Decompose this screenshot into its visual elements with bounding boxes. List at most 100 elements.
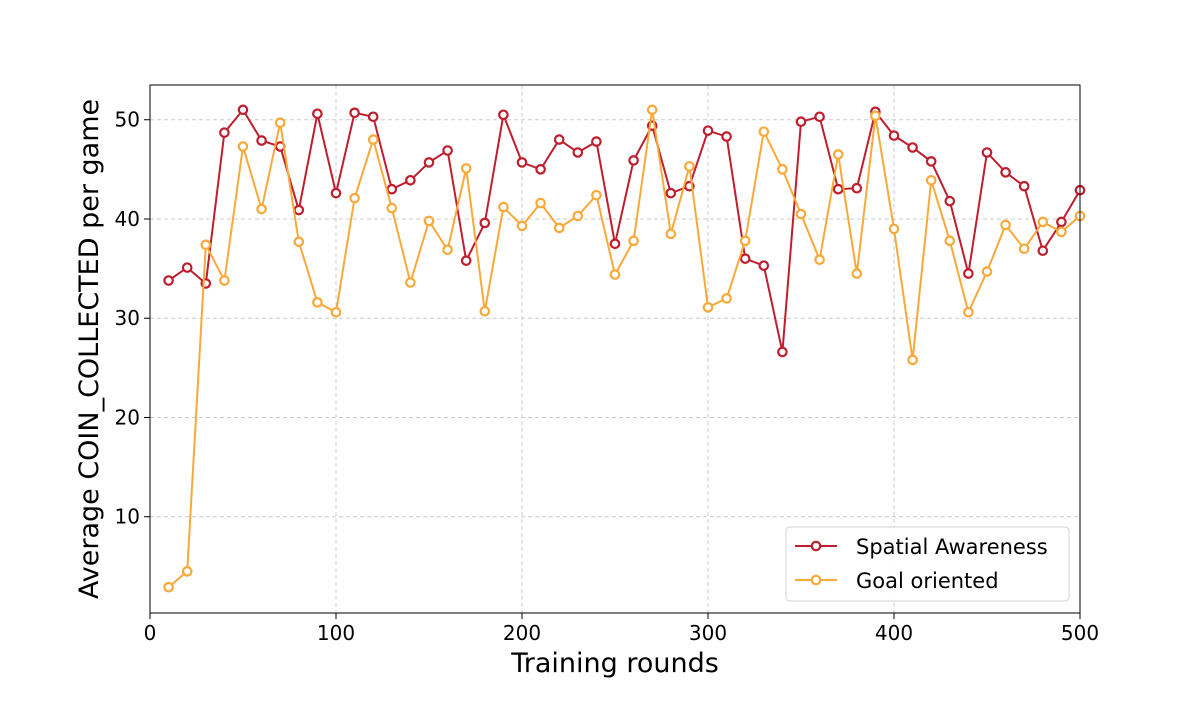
data-point — [479, 305, 491, 317]
data-point — [646, 104, 658, 116]
data-point — [219, 275, 230, 286]
data-point — [981, 266, 993, 277]
data-point — [963, 268, 974, 279]
data-point — [535, 164, 546, 175]
plot-frame — [149, 84, 1081, 614]
data-point — [330, 306, 342, 318]
x-tick-label: 300 — [689, 621, 727, 645]
data-point — [628, 155, 639, 166]
data-point — [553, 134, 565, 145]
data-point — [944, 235, 956, 247]
data-point — [777, 346, 788, 358]
data-point — [460, 163, 472, 174]
data-point — [479, 217, 491, 229]
data-point — [907, 142, 918, 153]
data-point — [739, 235, 751, 247]
data-point — [832, 149, 844, 160]
data-point — [386, 202, 398, 214]
data-point — [516, 157, 528, 168]
data-point — [1018, 180, 1030, 192]
data-point — [795, 116, 807, 128]
data-point — [572, 210, 584, 222]
data-point — [1000, 219, 1011, 231]
legend-marker — [810, 574, 822, 586]
data-point — [721, 293, 732, 304]
data-point — [367, 111, 379, 123]
data-point — [870, 110, 881, 122]
data-point — [907, 354, 918, 366]
data-point — [256, 203, 267, 215]
x-tick-label: 500 — [1061, 621, 1099, 645]
data-point — [572, 147, 584, 158]
data-point — [405, 277, 416, 288]
x-tick-label: 0 — [144, 621, 157, 645]
data-point — [1000, 167, 1011, 178]
data-point — [163, 275, 174, 286]
data-point — [795, 208, 807, 220]
data-point — [832, 183, 844, 195]
legend-item: Spatial Awareness — [795, 535, 1048, 559]
data-point — [665, 228, 677, 240]
data-point — [814, 254, 825, 265]
data-point — [219, 127, 230, 138]
data-point — [423, 215, 435, 227]
data-point — [442, 244, 453, 256]
data-point — [237, 104, 249, 116]
data-point — [1056, 216, 1067, 228]
x-tick-label: 100 — [317, 621, 355, 645]
grid-lines — [149, 85, 1081, 613]
data-point — [739, 253, 751, 264]
data-point — [684, 161, 695, 172]
y-tick-label: 30 — [115, 306, 140, 330]
data-point — [888, 223, 900, 235]
data-point — [553, 222, 565, 234]
data-point — [851, 182, 863, 194]
data-point — [460, 255, 472, 266]
data-point — [386, 183, 398, 195]
data-point — [721, 131, 732, 142]
data-point — [702, 302, 714, 313]
data-point — [293, 236, 305, 248]
data-point — [312, 108, 323, 120]
y-tick-label: 40 — [115, 207, 140, 231]
data-point — [1056, 226, 1067, 238]
data-point — [981, 147, 993, 158]
data-point — [777, 164, 788, 175]
series-line — [168, 108, 1081, 353]
data-point — [293, 204, 305, 216]
data-point — [516, 220, 528, 232]
data-point — [702, 125, 714, 136]
data-point — [237, 141, 249, 152]
data-point — [256, 135, 267, 146]
data-point — [535, 197, 546, 209]
x-axis-label: Training rounds — [510, 648, 719, 679]
data-point — [628, 235, 639, 247]
series-lines — [163, 104, 1086, 593]
data-point — [591, 189, 602, 201]
data-point — [274, 117, 286, 129]
data-point — [1037, 216, 1049, 228]
data-point — [591, 136, 602, 147]
axis-ticks: 0 100 200 300 400 500 10 20 30 40 50 — [115, 108, 1100, 645]
data-point — [312, 297, 323, 308]
legend-label: Goal oriented — [856, 569, 999, 593]
series-goal-oriented — [163, 104, 1086, 593]
y-axis-label: Average COIN_COLLECTED per game — [74, 99, 105, 599]
data-point — [181, 566, 193, 577]
data-point — [349, 107, 360, 119]
x-tick-label: 400 — [875, 621, 913, 645]
legend-box — [785, 526, 1070, 602]
data-point — [1018, 243, 1030, 255]
data-point — [442, 145, 453, 156]
data-point — [758, 126, 770, 137]
legend-marker — [810, 540, 822, 552]
data-point — [944, 195, 956, 207]
data-point — [814, 111, 825, 123]
data-point — [888, 130, 900, 141]
data-point — [758, 260, 770, 271]
data-point — [405, 174, 416, 186]
data-point — [330, 187, 342, 199]
data-point — [423, 157, 435, 168]
